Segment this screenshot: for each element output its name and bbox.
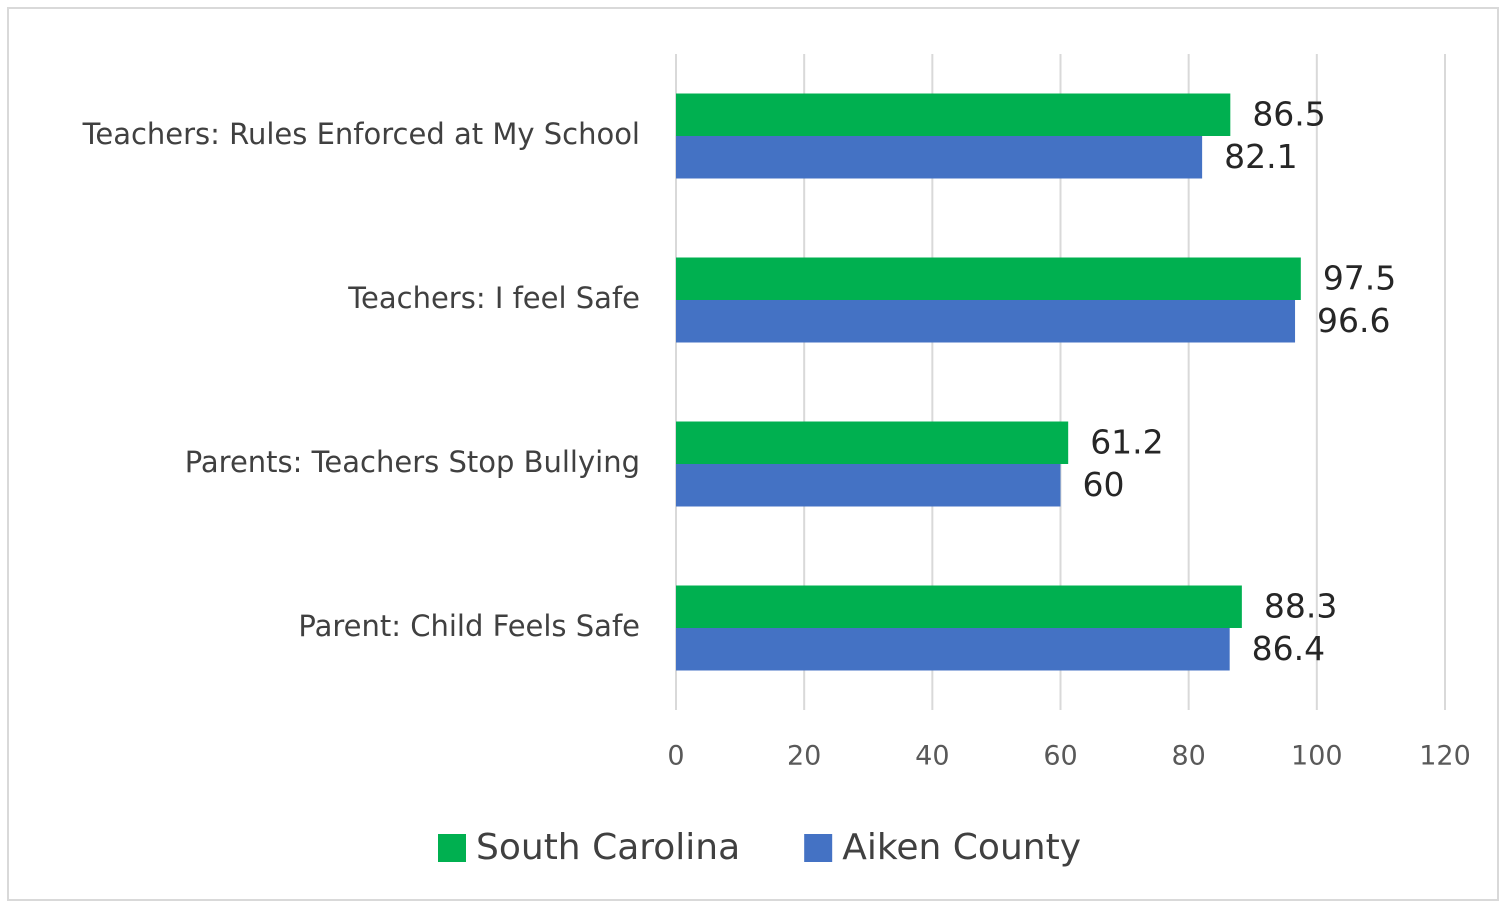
data-label: 86.4 — [1252, 629, 1325, 668]
data-label: 60 — [1083, 465, 1125, 504]
data-label: 82.1 — [1224, 137, 1297, 176]
bar — [676, 464, 1061, 507]
x-tick-label: 0 — [667, 741, 684, 772]
y-tick-label: Parent: Child Feels Safe — [298, 609, 640, 643]
y-tick-label: Teachers: I feel Safe — [347, 281, 640, 315]
bar — [676, 93, 1231, 136]
bar — [676, 257, 1301, 300]
legend-label: South Carolina — [476, 827, 740, 868]
bar — [676, 136, 1203, 179]
bar — [676, 300, 1296, 343]
bar — [676, 421, 1069, 464]
x-tick-label: 100 — [1291, 741, 1343, 772]
data-label: 61.2 — [1090, 422, 1163, 461]
y-tick-label: Parents: Teachers Stop Bullying — [185, 445, 640, 479]
y-tick-label: Teachers: Rules Enforced at My School — [82, 117, 640, 151]
x-tick-label: 120 — [1419, 741, 1471, 772]
data-label: 96.6 — [1317, 301, 1390, 340]
legend-swatch — [804, 834, 833, 862]
data-label: 88.3 — [1264, 586, 1337, 625]
data-label: 86.5 — [1252, 94, 1325, 133]
x-tick-label: 40 — [915, 741, 949, 772]
bar — [676, 585, 1242, 628]
x-tick-label: 20 — [787, 741, 821, 772]
legend-label: Aiken County — [842, 827, 1081, 868]
legend-swatch — [438, 834, 466, 862]
data-label: 97.5 — [1323, 258, 1396, 297]
bar — [676, 628, 1230, 671]
x-tick-label: 60 — [1043, 741, 1077, 772]
x-tick-label: 80 — [1171, 741, 1205, 772]
